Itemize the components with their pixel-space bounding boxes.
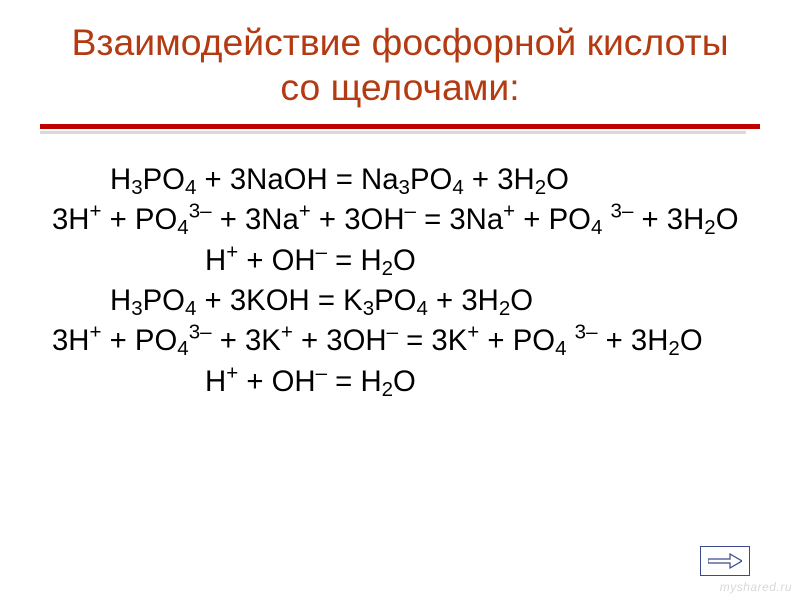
equation: H+ + OH– = H2O bbox=[40, 362, 760, 402]
equation: H3PO4 + 3KOH = K3PO4 + 3H2O bbox=[40, 281, 760, 321]
equation: H3PO4 + 3NaOH = Na3PO4 + 3H2O bbox=[40, 160, 760, 200]
rule-shadow bbox=[40, 131, 746, 134]
title-line-2: со щелочами: bbox=[40, 65, 760, 110]
slide: Взаимодействие фосфорной кислоты со щело… bbox=[0, 0, 800, 600]
slide-title: Взаимодействие фосфорной кислоты со щело… bbox=[40, 20, 760, 110]
arrow-right-icon bbox=[708, 553, 742, 569]
next-button[interactable] bbox=[700, 546, 750, 576]
equation: 3H+ + PO43– + 3K+ + 3OH– = 3K+ + PO4 3– … bbox=[40, 321, 760, 361]
equation: H+ + OH– = H2O bbox=[40, 241, 760, 281]
title-line-1: Взаимодействие фосфорной кислоты bbox=[40, 20, 760, 65]
title-underline bbox=[40, 124, 760, 134]
watermark: myshared.ru bbox=[720, 580, 792, 594]
equation: 3H+ + PO43– + 3Na+ + 3OH– = 3Na+ + PO4 3… bbox=[40, 200, 760, 240]
equations-block: H3PO4 + 3NaOH = Na3PO4 + 3H2O3H+ + PO43–… bbox=[40, 160, 760, 403]
rule-red bbox=[40, 124, 760, 129]
